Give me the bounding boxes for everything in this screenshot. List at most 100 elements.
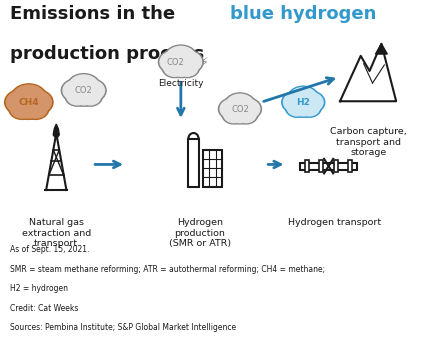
Circle shape	[68, 75, 99, 99]
Circle shape	[177, 60, 198, 76]
Circle shape	[160, 52, 186, 72]
Text: CO2: CO2	[167, 58, 184, 67]
Circle shape	[235, 105, 258, 124]
FancyBboxPatch shape	[188, 139, 198, 187]
Circle shape	[21, 90, 53, 115]
Circle shape	[292, 99, 315, 117]
Text: H2: H2	[296, 98, 310, 107]
Text: Natural gas
extraction and
transport: Natural gas extraction and transport	[22, 218, 91, 248]
Text: Emissions in the: Emissions in the	[10, 5, 181, 23]
Circle shape	[234, 98, 261, 120]
Circle shape	[66, 81, 94, 103]
Circle shape	[6, 91, 34, 114]
Circle shape	[23, 91, 51, 114]
Circle shape	[235, 99, 260, 119]
Text: Hydrogen transport: Hydrogen transport	[289, 218, 382, 227]
Circle shape	[224, 100, 249, 121]
FancyBboxPatch shape	[203, 149, 222, 187]
Circle shape	[18, 92, 48, 116]
Circle shape	[73, 88, 94, 105]
Circle shape	[80, 88, 101, 105]
Circle shape	[162, 58, 187, 78]
Text: blue hydrogen: blue hydrogen	[230, 5, 376, 23]
Circle shape	[294, 94, 320, 114]
Circle shape	[289, 95, 311, 113]
Circle shape	[224, 93, 256, 119]
Text: H2 = hydrogen: H2 = hydrogen	[10, 284, 68, 293]
Circle shape	[228, 105, 252, 124]
Circle shape	[67, 88, 88, 105]
Circle shape	[164, 60, 185, 76]
Circle shape	[287, 94, 313, 114]
Circle shape	[287, 86, 320, 112]
Circle shape	[230, 107, 250, 123]
Text: Credit: Cat Weeks: Credit: Cat Weeks	[10, 304, 78, 313]
Circle shape	[295, 95, 318, 113]
Circle shape	[298, 99, 321, 117]
Circle shape	[9, 98, 35, 119]
Polygon shape	[375, 44, 387, 54]
Circle shape	[293, 100, 313, 116]
Text: SMR = steam methane reforming; ATR = autothermal reforming; CH4 = methane;: SMR = steam methane reforming; ATR = aut…	[10, 265, 325, 274]
Circle shape	[232, 101, 255, 120]
Circle shape	[67, 74, 101, 101]
Circle shape	[283, 93, 308, 112]
Circle shape	[12, 85, 45, 112]
Circle shape	[218, 98, 246, 120]
Circle shape	[289, 87, 318, 111]
Circle shape	[12, 94, 38, 115]
Text: As of Sept. 15, 2021.: As of Sept. 15, 2021.	[10, 245, 89, 254]
Circle shape	[282, 91, 309, 113]
Circle shape	[10, 84, 47, 113]
Circle shape	[286, 99, 309, 117]
Circle shape	[174, 51, 203, 74]
Circle shape	[166, 46, 196, 71]
Circle shape	[230, 100, 257, 121]
Circle shape	[17, 100, 40, 118]
Circle shape	[16, 98, 42, 119]
Text: Hydrogen
production
(SMR or ATR): Hydrogen production (SMR or ATR)	[169, 218, 231, 248]
Circle shape	[173, 54, 196, 73]
FancyBboxPatch shape	[319, 160, 323, 172]
Circle shape	[164, 45, 198, 72]
FancyBboxPatch shape	[334, 160, 338, 172]
Circle shape	[165, 54, 189, 73]
Circle shape	[176, 52, 201, 72]
Circle shape	[61, 79, 91, 102]
Circle shape	[10, 92, 40, 116]
Polygon shape	[53, 124, 60, 139]
Circle shape	[287, 100, 307, 116]
Circle shape	[297, 91, 325, 113]
Circle shape	[159, 51, 187, 74]
FancyBboxPatch shape	[348, 160, 352, 172]
Text: Carbon capture,
transport and
storage: Carbon capture, transport and storage	[330, 127, 407, 157]
Circle shape	[65, 87, 89, 106]
Circle shape	[220, 99, 244, 119]
Text: Electricity: Electricity	[158, 79, 204, 88]
Circle shape	[24, 100, 47, 118]
Circle shape	[68, 83, 92, 102]
Circle shape	[63, 80, 89, 101]
Circle shape	[225, 101, 248, 120]
Circle shape	[169, 58, 193, 78]
FancyBboxPatch shape	[306, 160, 309, 172]
Text: production process: production process	[10, 45, 204, 63]
Text: ⚡: ⚡	[200, 55, 208, 68]
Circle shape	[78, 87, 102, 106]
Text: CH4: CH4	[19, 98, 39, 107]
Circle shape	[11, 100, 34, 118]
Circle shape	[74, 81, 101, 103]
Circle shape	[75, 83, 99, 102]
Circle shape	[23, 98, 49, 119]
FancyBboxPatch shape	[300, 162, 357, 170]
Circle shape	[224, 107, 244, 123]
Text: Sources: Pembina Institute; S&P Global Market Intelligence: Sources: Pembina Institute; S&P Global M…	[10, 323, 236, 332]
Circle shape	[171, 53, 198, 75]
Circle shape	[71, 87, 96, 106]
Circle shape	[175, 58, 199, 78]
Circle shape	[236, 107, 256, 123]
Circle shape	[226, 94, 255, 117]
Text: CO2: CO2	[231, 105, 249, 114]
Circle shape	[77, 79, 106, 102]
Circle shape	[300, 100, 320, 116]
